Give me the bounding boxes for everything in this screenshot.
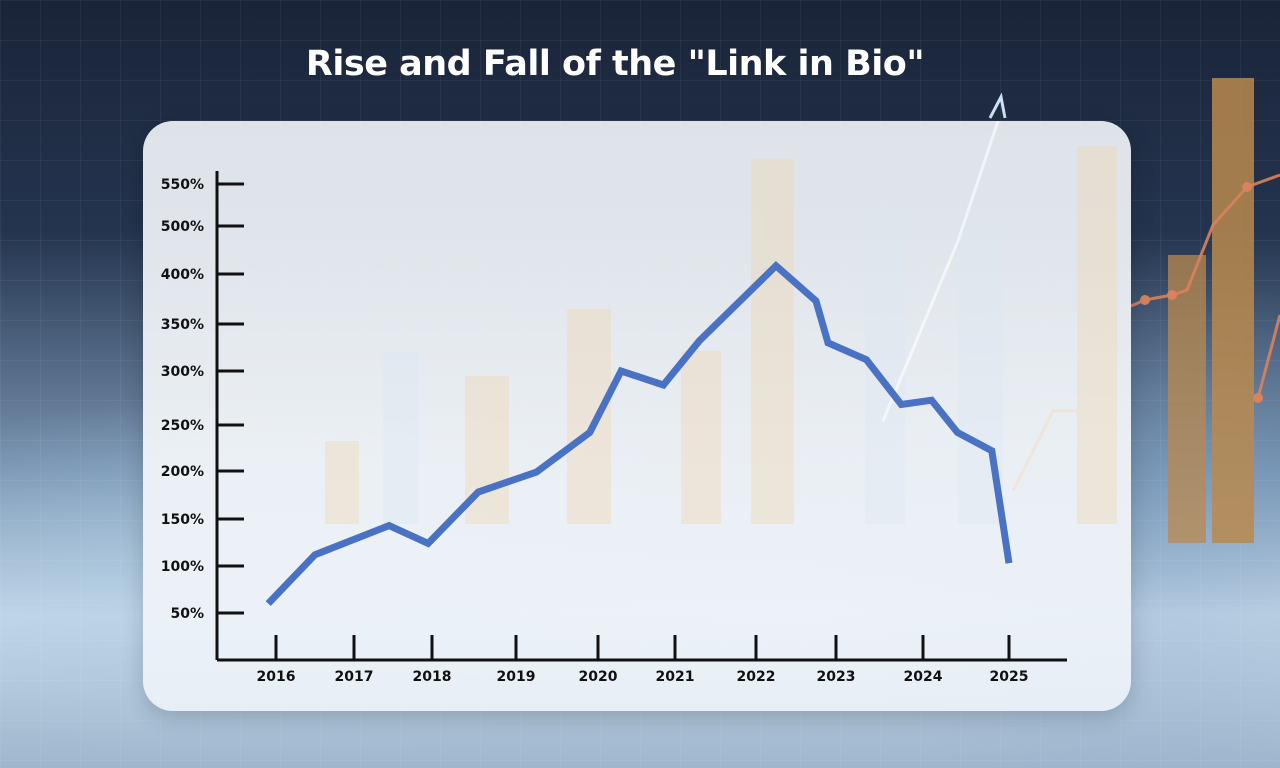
x-tick-label: 2024 — [904, 669, 943, 685]
y-tick-label: 300% — [161, 364, 204, 380]
line-chart: 50%100%150%200%250%300%350%400%500%550% … — [161, 171, 1067, 685]
x-tick-label: 2016 — [257, 669, 296, 685]
y-tick-label: 400% — [161, 267, 204, 283]
y-tick-label: 100% — [161, 559, 204, 575]
x-tick-label: 2025 — [990, 669, 1029, 685]
y-tick-label: 150% — [161, 512, 204, 528]
y-axis: 50% 100% 150% 200% 250% 300% 350% 400% 500% 550% — [161, 171, 244, 660]
x-tick-label: 2018 — [413, 669, 452, 685]
x-axis: 2016 2017 2018 2019 2020 2021 2022 2023 2024 2025 — [217, 635, 1067, 685]
chart-title: Rise and Fall of the "Link in Bio" — [305, 44, 925, 84]
y-tick-label: 550% — [161, 177, 204, 193]
y-tick-label: 250% — [161, 418, 204, 434]
x-tick-label: 2019 — [497, 669, 536, 685]
y-tick-label: 500% — [161, 219, 204, 235]
series-group — [265, 261, 1013, 607]
x-tick-label: 2020 — [579, 669, 618, 685]
y-tick-label: 350% — [161, 317, 204, 333]
y-tick-label: 200% — [161, 464, 204, 480]
x-tick-label: 2021 — [656, 669, 695, 685]
chart-card: 50% 100% 150% 200% 250% 300% 350% 400% 500% 550% … — [143, 121, 1131, 711]
x-tick-label: 2017 — [335, 669, 374, 685]
y-tick-label: 50% — [170, 606, 204, 622]
x-tick-label: 2023 — [817, 669, 856, 685]
series-line — [265, 261, 1013, 607]
x-tick-label: 2022 — [737, 669, 776, 685]
